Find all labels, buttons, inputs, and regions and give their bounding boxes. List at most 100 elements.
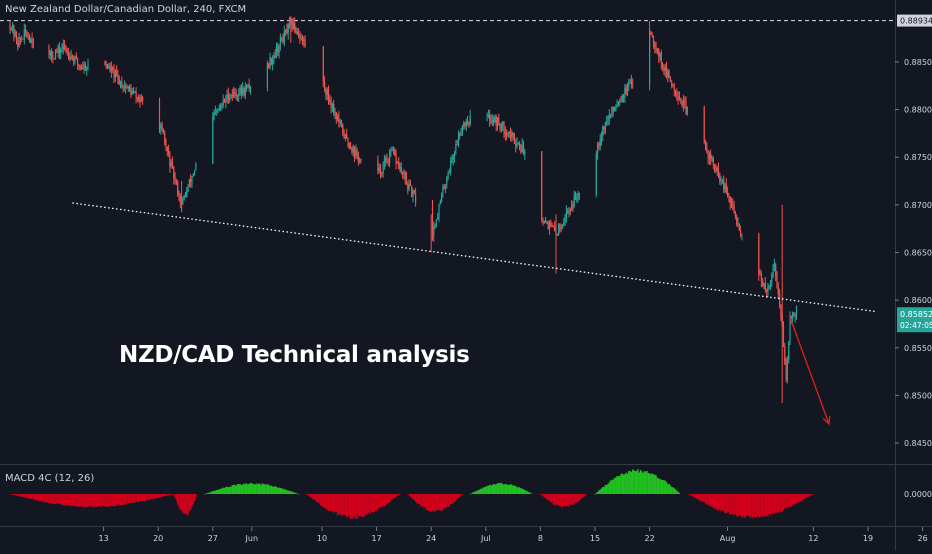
candle-body[interactable] [294,23,296,32]
candle-body[interactable] [565,211,567,220]
candle-body[interactable] [278,45,280,53]
candle-body[interactable] [655,46,657,51]
candle-body[interactable] [736,216,738,225]
candle-body[interactable] [491,120,493,123]
candle-body[interactable] [31,39,33,45]
candle-body[interactable] [519,143,521,151]
candle-body[interactable] [233,91,235,96]
candle-body[interactable] [706,145,708,150]
candle-body[interactable] [766,289,768,292]
candle-body[interactable] [447,172,449,179]
candle-body[interactable] [298,34,300,36]
candle-body[interactable] [166,147,168,152]
trendline-group[interactable] [72,202,876,313]
candle-body[interactable] [169,154,171,167]
candle-body[interactable] [441,194,443,202]
candle-body[interactable] [431,202,434,236]
candle-body[interactable] [57,46,59,53]
candle-body[interactable] [560,228,562,230]
candle-body[interactable] [79,66,81,69]
candle-body[interactable] [353,147,356,156]
candle-body[interactable] [114,71,116,78]
candle-body[interactable] [248,84,250,89]
candle-body[interactable] [509,132,512,137]
candle-body[interactable] [301,37,304,40]
candle-body[interactable] [572,204,574,207]
candle-body[interactable] [494,116,496,123]
candle-body[interactable] [626,86,629,94]
candle-body[interactable] [649,31,651,86]
candle-body[interactable] [75,55,77,59]
candle-body[interactable] [142,97,144,101]
candle-body[interactable] [286,29,288,34]
candle-body[interactable] [274,55,276,57]
candle-body[interactable] [213,113,215,117]
candle-body[interactable] [175,179,177,183]
candle-body[interactable] [104,62,106,64]
forecast-arrow-shaft[interactable] [789,317,830,425]
candle-body[interactable] [612,106,614,112]
candle-body[interactable] [249,88,252,90]
candle-body[interactable] [335,112,337,120]
candle-body[interactable] [70,56,72,60]
candle-body[interactable] [676,94,678,98]
candle-body[interactable] [385,158,387,162]
candle-body[interactable] [234,91,236,94]
candle-body[interactable] [173,166,175,179]
candle-body[interactable] [236,95,239,97]
candle-body[interactable] [469,115,471,125]
candle-body[interactable] [741,233,743,236]
candle-body[interactable] [795,306,798,316]
candle-body[interactable] [300,37,302,39]
candle-body[interactable] [279,38,281,46]
candle-body[interactable] [720,180,722,182]
candle-body[interactable] [394,150,396,156]
candle-body[interactable] [463,123,465,127]
candle-body[interactable] [606,121,608,123]
candle-body[interactable] [456,144,458,146]
candle-body[interactable] [607,119,609,122]
candle-body[interactable] [139,100,141,102]
candle-body[interactable] [18,37,20,48]
candle-body[interactable] [192,173,194,176]
candle-body[interactable] [275,46,278,57]
arrow-group[interactable] [789,317,831,426]
candle-body[interactable] [14,32,16,36]
candle-body[interactable] [343,133,345,139]
candle-body[interactable] [390,150,392,152]
candle-body[interactable] [331,103,333,109]
candle-body[interactable] [412,190,414,198]
candle-body[interactable] [711,158,713,160]
candle-body[interactable] [272,59,274,65]
candle-body[interactable] [680,97,682,102]
candle-body[interactable] [131,91,133,95]
candle-body[interactable] [710,153,712,159]
candle-body[interactable] [112,67,114,70]
candle-body[interactable] [681,101,683,106]
candle-body[interactable] [777,288,779,295]
candle-body[interactable] [188,178,190,187]
candle-body[interactable] [520,150,522,153]
candle-body[interactable] [106,66,109,69]
candle-body[interactable] [617,102,619,106]
candle-body[interactable] [511,132,513,137]
candle-body[interactable] [77,58,79,65]
candle-body[interactable] [502,122,504,125]
candle-body[interactable] [49,51,51,56]
candle-body[interactable] [326,89,328,95]
candle-body[interactable] [715,168,717,171]
candle-body[interactable] [322,46,324,82]
candle-body[interactable] [125,86,127,88]
candle-body[interactable] [116,71,118,76]
candle-body[interactable] [15,32,18,43]
candle-body[interactable] [127,86,129,89]
candle-body[interactable] [659,52,661,57]
candle-body[interactable] [344,134,346,139]
candle-body[interactable] [673,87,675,91]
candle-body[interactable] [516,143,518,146]
candle-body[interactable] [84,64,86,70]
candle-body[interactable] [21,38,23,40]
candle-body[interactable] [608,115,610,120]
candle-body[interactable] [740,230,742,236]
candle-body[interactable] [355,150,357,156]
